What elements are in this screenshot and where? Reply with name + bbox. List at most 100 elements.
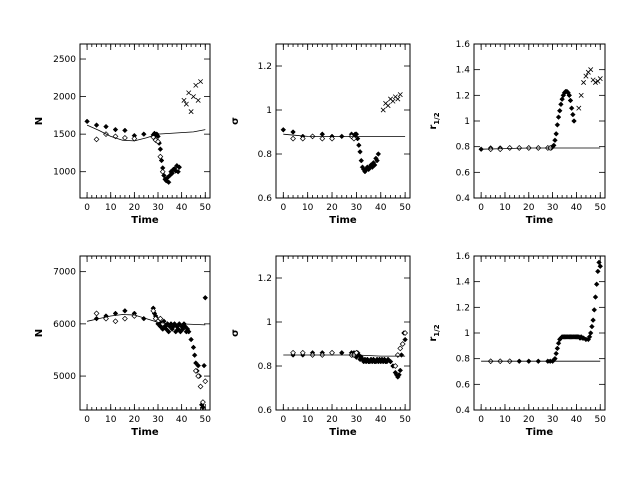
- cross-stroke: [576, 105, 582, 111]
- y-axis-title: r1/2: [428, 324, 441, 341]
- data-point-filled-diamond: [188, 336, 194, 343]
- y-tick-label: 2500: [53, 55, 76, 65]
- data-point-cross: [597, 76, 603, 82]
- x-tick-label: 30: [547, 203, 559, 213]
- x-tick-label: 20: [129, 203, 141, 213]
- data-point-filled-diamond: [571, 118, 577, 124]
- chart-panel-6: 0 10 20 30 40 50 0.4 0.6 0.8 1 1.2 1.4 1.6 Time r1/2: [428, 252, 606, 438]
- x-tick-label: 0: [280, 203, 286, 213]
- x-tick-label: 10: [302, 203, 314, 213]
- x-tick-label: 20: [129, 415, 141, 425]
- data-point-filled-diamond: [402, 336, 408, 343]
- y-tick-label: 1: [464, 117, 470, 127]
- data-point-open-diamond: [397, 345, 404, 352]
- data-point-filled-diamond: [358, 157, 365, 164]
- data-point-cross: [588, 67, 594, 73]
- data-point-filled-diamond: [141, 131, 147, 137]
- data-point-cross: [190, 94, 196, 100]
- data-point-filled-diamond: [371, 162, 378, 168]
- data-point-open-diamond: [112, 133, 119, 140]
- data-point-filled-diamond: [112, 310, 119, 317]
- data-point-cross: [195, 97, 201, 103]
- x-tick-label: 40: [375, 415, 387, 425]
- cross-stroke: [186, 90, 192, 96]
- cross-stroke: [385, 103, 391, 109]
- x-tick-label: 30: [351, 203, 363, 213]
- data-point-cross: [186, 90, 192, 96]
- data-point-filled-diamond: [356, 142, 362, 148]
- data-point-filled-diamond: [357, 149, 363, 155]
- data-point-open-diamond: [150, 307, 157, 314]
- cross-stroke: [198, 79, 204, 85]
- data-point-open-diamond: [506, 145, 513, 151]
- data-point-filled-diamond: [374, 157, 380, 164]
- data-point-open-diamond: [157, 315, 164, 322]
- data-point-filled-diamond: [122, 308, 128, 314]
- y-tick-label: 1.2: [258, 62, 272, 72]
- cross-stroke: [388, 96, 393, 102]
- data-point-cross: [581, 80, 587, 85]
- y-tick-label: 1.2: [258, 274, 272, 284]
- cross-stroke: [188, 109, 194, 115]
- data-point-filled-diamond: [570, 111, 576, 118]
- data-point-open-diamond: [200, 399, 206, 406]
- y-tick-label: 1.6: [456, 40, 471, 50]
- data-point-open-diamond: [392, 363, 399, 369]
- cross-stroke: [193, 82, 199, 88]
- y-axis-title: N: [34, 329, 45, 337]
- x-tick-label: 20: [326, 415, 338, 425]
- y-tick-label: 5000: [53, 372, 76, 382]
- cross-stroke: [392, 94, 398, 100]
- y-tick-label: 1.6: [456, 252, 471, 262]
- x-tick-label: 40: [375, 203, 387, 213]
- data-point-open-diamond: [329, 349, 335, 356]
- data-point-cross: [576, 105, 582, 111]
- y-tick-label: 1: [464, 329, 470, 339]
- data-point-filled-diamond: [165, 328, 172, 335]
- data-point-filled-diamond: [396, 372, 402, 378]
- y-tick-label: 0.6: [258, 194, 273, 204]
- data-point-cross: [380, 107, 386, 113]
- y-tick-label: 7000: [53, 268, 76, 278]
- plot-frame: [275, 43, 411, 199]
- x-axis-title: Time: [131, 427, 159, 438]
- data-point-filled-diamond: [185, 328, 192, 335]
- cross-stroke: [395, 96, 401, 102]
- data-point-open-diamond: [351, 135, 357, 142]
- data-point-filled-diamond: [552, 137, 558, 144]
- data-point-open-diamond: [155, 138, 161, 145]
- chart-panel-5: 0 10 20 30 40 50 0.6 0.8 1 1.2 Time σ: [230, 255, 411, 438]
- y-tick-label: 1: [266, 318, 272, 328]
- data-point-filled-diamond: [280, 127, 287, 133]
- y-tick-label: 1.2: [456, 91, 470, 101]
- y-tick-label: 0.8: [258, 362, 273, 372]
- data-point-filled-diamond: [195, 362, 201, 369]
- x-tick-label: 50: [595, 203, 607, 213]
- cross-stroke: [597, 76, 603, 82]
- data-point-filled-diamond: [566, 92, 573, 99]
- x-tick-label: 50: [200, 203, 212, 213]
- data-point-filled-diamond: [592, 294, 599, 300]
- data-point-open-diamond: [195, 373, 202, 379]
- x-axis-title: Time: [526, 215, 554, 226]
- y-tick-label: 6000: [53, 320, 76, 330]
- data-point-filled-diamond: [568, 105, 575, 111]
- cross-stroke: [183, 101, 189, 107]
- cross-stroke: [195, 97, 201, 103]
- chart-panel-4: 0 10 20 30 40 50 5000 6000 7000 Time N: [34, 255, 211, 438]
- cross-stroke: [590, 77, 596, 83]
- data-point-filled-diamond: [169, 170, 175, 176]
- data-point-filled-diamond: [553, 350, 559, 357]
- data-point-filled-diamond: [157, 146, 164, 152]
- y-tick-label: 1500: [53, 130, 76, 140]
- y-tick-label: 0.4: [456, 406, 471, 416]
- data-point-open-diamond: [93, 136, 100, 143]
- plot-frame: [473, 255, 606, 411]
- data-point-filled-diamond: [175, 168, 181, 175]
- x-tick-label: 30: [351, 415, 363, 425]
- data-point-open-diamond: [402, 330, 409, 336]
- data-point-cross: [583, 73, 589, 79]
- x-tick-label: 0: [84, 203, 90, 213]
- data-point-cross: [592, 80, 598, 85]
